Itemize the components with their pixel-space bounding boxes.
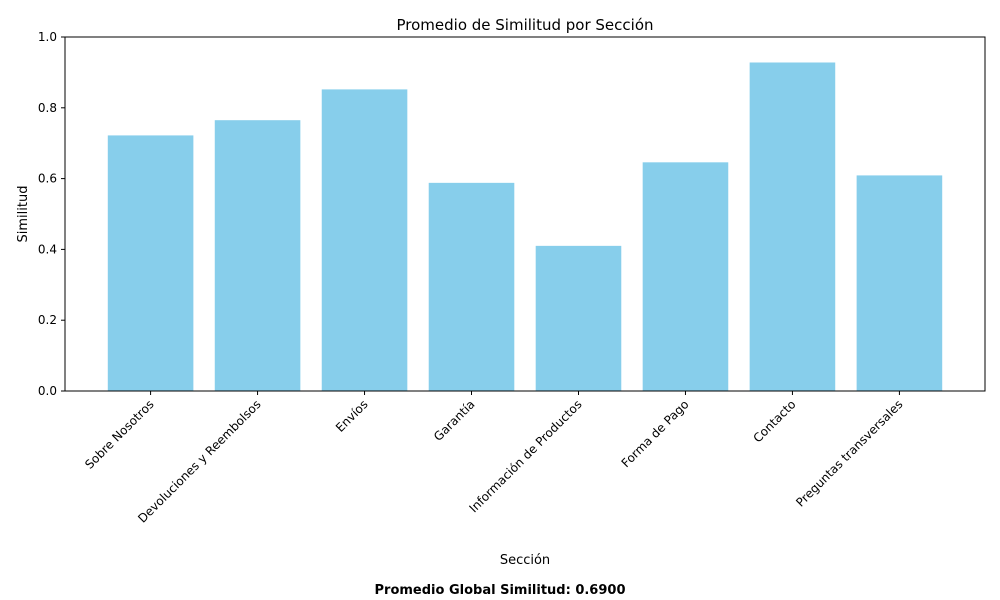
x-tick-label: Preguntas transversales [793, 397, 905, 509]
bars-group [107, 62, 943, 391]
bar [214, 120, 301, 391]
x-tick-label: Contacto [750, 397, 798, 445]
x-tick-label: Forma de Pago [619, 397, 692, 470]
x-tick-label: Información de Productos [466, 397, 584, 515]
y-tick-label: 1.0 [38, 30, 57, 44]
y-tick-label: 0.2 [38, 313, 57, 327]
y-tick-label: 0.4 [38, 242, 57, 256]
chart-title: Promedio de Similitud por Sección [397, 16, 654, 34]
bar [642, 162, 729, 391]
y-tick-label: 0.6 [38, 172, 57, 186]
x-axis-label: Sección [500, 553, 550, 568]
x-tick-label: Devoluciones y Reembolsos [135, 397, 263, 525]
x-tick-label: Garantía [431, 397, 478, 444]
y-axis-ticks: 0.0 0.2 0.4 0.6 0.8 1.0 [38, 30, 65, 398]
x-tick-label: Envíos [333, 397, 371, 435]
bar [535, 245, 622, 391]
bar [321, 89, 408, 391]
y-tick-label: 0.8 [38, 101, 57, 115]
y-axis-label: Similitud [16, 186, 31, 243]
bar [428, 182, 515, 391]
bar [856, 175, 943, 391]
global-average-footer: Promedio Global Similitud: 0.6900 [375, 583, 626, 598]
y-tick-label: 0.0 [38, 384, 57, 398]
plot-frame [64, 36, 986, 392]
bar [107, 135, 194, 391]
x-tick-label: Sobre Nosotros [82, 397, 156, 471]
bar [749, 62, 836, 391]
